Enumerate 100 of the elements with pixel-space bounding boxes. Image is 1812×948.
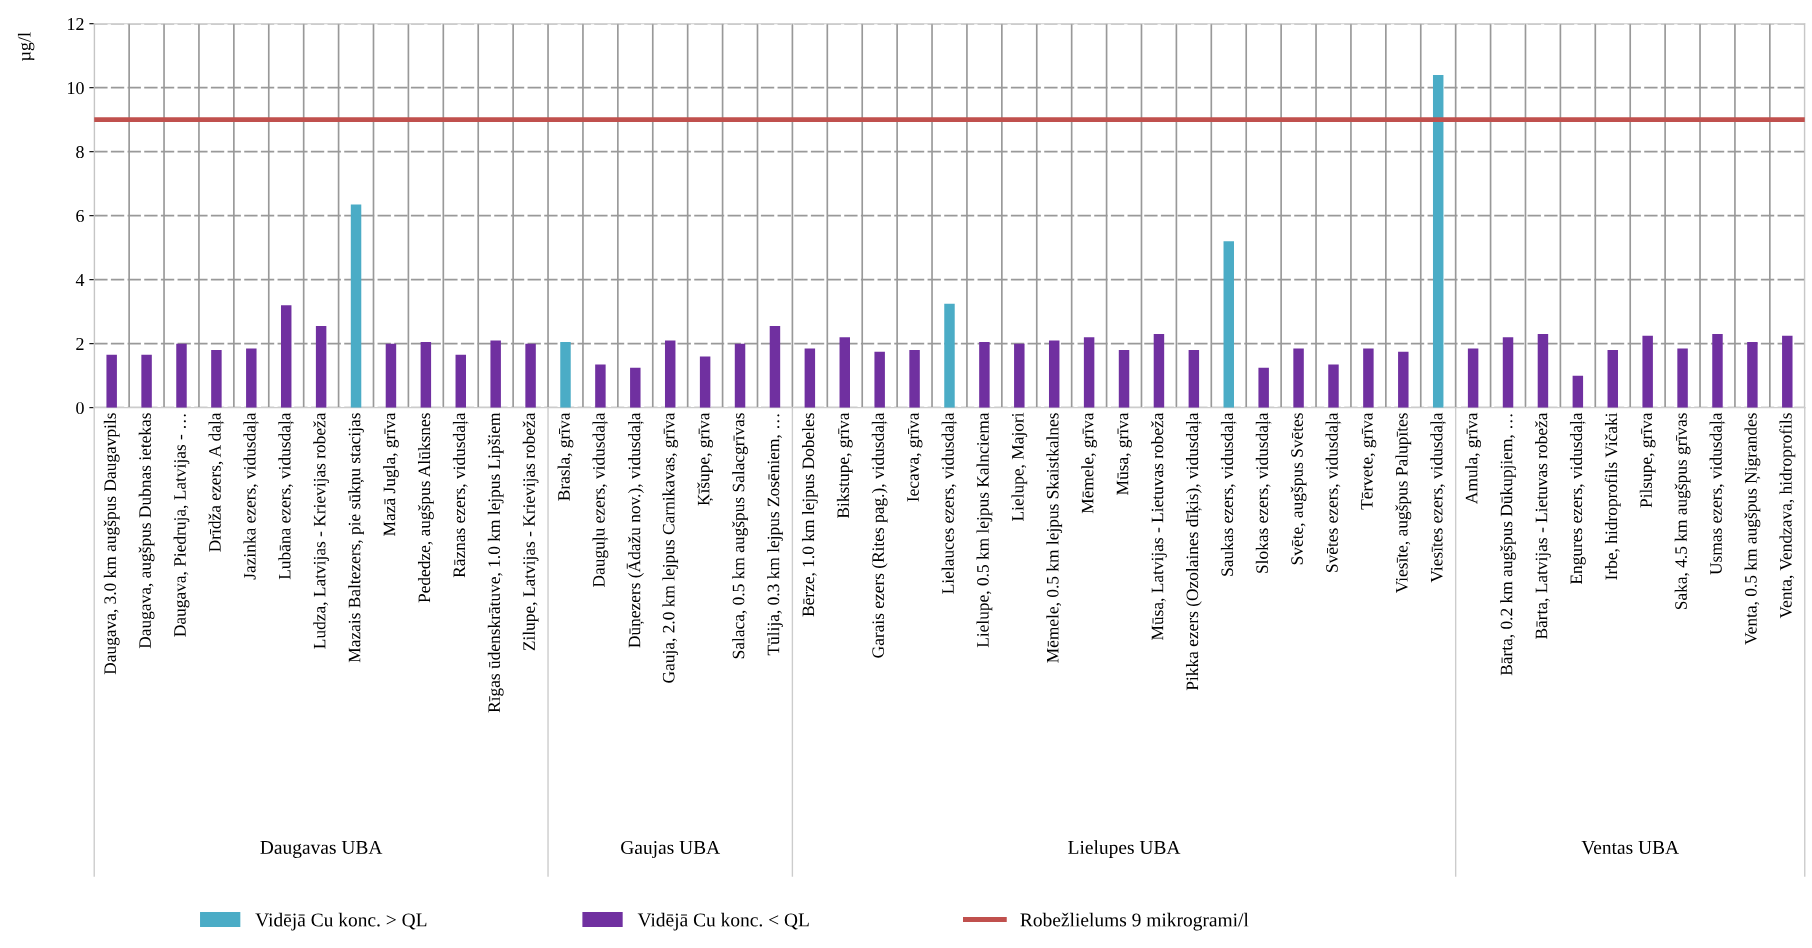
y-tick-label: 0 xyxy=(76,401,84,415)
bar xyxy=(1048,340,1060,408)
x-tick-label: Bārta, 0.2 km augšpus Dūkupjiem, … xyxy=(1500,414,1516,676)
x-tick-label: Drīdža ezers, A daļa xyxy=(208,412,225,552)
x-tick-label: Tērvete, grīva xyxy=(1361,412,1377,510)
bar xyxy=(246,348,257,408)
x-tick-label: Jazinka ezers, vidusdaļa xyxy=(243,412,260,580)
x-tick-label: Mazais Baltezers, pie sūkņu stacijas xyxy=(348,413,364,663)
x-tick-label: Brasla, grīva xyxy=(557,412,574,501)
bar xyxy=(490,340,501,408)
bar xyxy=(1153,334,1165,408)
legend-label: Robežlielums 9 mikrogrami/l xyxy=(1020,912,1249,931)
x-tick-label: Bikstupe, grīva xyxy=(836,412,853,519)
bar xyxy=(211,350,222,408)
x-tick-label: Usmas ezers, vidusdaļa xyxy=(1709,412,1726,575)
x-tick-label: Tūlija, 0.3 km lejpus Zosēniem, … xyxy=(767,414,783,656)
x-tick-label: Amula, grīva xyxy=(1465,412,1482,504)
x-tick-label: Svētes ezers, vidusdaļa xyxy=(1325,412,1342,572)
x-tick-label: Ludza, Latvijas - Krievijas robeža xyxy=(313,412,330,649)
x-tick-label: Pikka ezers (Ozolaines dīķis), vidusdaļa xyxy=(1185,412,1202,691)
bar xyxy=(1223,241,1234,408)
x-tick-label: Mūsa, grīva xyxy=(1116,412,1132,495)
y-tick-label: 10 xyxy=(68,81,84,95)
bar xyxy=(1258,367,1269,408)
x-tick-label: Iecava, grīva xyxy=(907,412,923,502)
bar xyxy=(1083,337,1095,408)
bar xyxy=(630,367,641,408)
x-tick-label: Salaca, 0.5 km augšpus Salacgrīvas xyxy=(732,413,748,659)
bar xyxy=(979,342,990,408)
x-tick-label: Lielupe, Majori xyxy=(1011,412,1028,521)
bar xyxy=(1642,335,1653,408)
bar xyxy=(1398,351,1409,408)
bar xyxy=(734,343,746,408)
bar xyxy=(1677,348,1688,408)
bar xyxy=(560,342,571,408)
y-tick-label: 2 xyxy=(76,337,84,350)
x-tick-label: Rāznas ezers, vidusdaļa xyxy=(452,412,469,578)
bar xyxy=(595,364,606,408)
x-tick-label: Dūņezers (Ādažu nov.), vidusdaļa xyxy=(626,412,644,648)
bar xyxy=(141,354,152,408)
x-tick-label: Viesītes ezers, vidusdaļa xyxy=(1430,412,1447,583)
x-tick-label: Daugava, 3.0 km augšpus Daugavpils xyxy=(103,413,120,675)
bar xyxy=(839,337,850,408)
x-tick-label: Venta, Vendzava, hidroprofils xyxy=(1779,413,1796,619)
bar xyxy=(1502,337,1514,408)
legend-label: Vidējā Cu konc. > QL xyxy=(255,912,427,931)
x-tick-label: Saukas ezers, vidusdaļa xyxy=(1220,412,1237,576)
bar xyxy=(769,326,781,408)
bar xyxy=(1188,350,1200,408)
x-tick-label: Irbe, hidroprofils Vičaki xyxy=(1604,412,1621,580)
bar xyxy=(1467,348,1479,408)
bar xyxy=(944,303,955,408)
text: Ventas UBA xyxy=(1581,841,1679,855)
x-tick-label: Saka, 4.5 km augšpus grīvas xyxy=(1674,413,1691,610)
bar xyxy=(1328,364,1339,408)
bar xyxy=(1432,74,1444,408)
bar xyxy=(1572,375,1584,408)
x-tick-label: Mazā Jugla, grīva xyxy=(383,412,399,536)
bar xyxy=(280,305,292,408)
legend-label: Vidējā Cu konc. < QL xyxy=(637,912,809,931)
x-tick-label: Daugava, Piedruja, Latvijas - … xyxy=(173,414,190,637)
bar xyxy=(1782,335,1793,408)
x-tick-label: Garais ezers (Rites pag.), vidusdaļa xyxy=(871,412,888,658)
x-tick-label: Viesīte, augšpus Palupītes xyxy=(1395,413,1412,594)
x-tick-label: Mēmele, grīva xyxy=(1081,412,1098,514)
x-tick-label: Lubāna ezers, vidusdaļa xyxy=(278,412,295,580)
x-tick-label: Ķīšupe, grīva xyxy=(697,412,714,506)
bar xyxy=(1293,348,1304,408)
x-tick-label: Bārta, Latvijas - Lietuvas robeža xyxy=(1535,412,1551,640)
bar xyxy=(1118,350,1130,408)
x-tick-label: Venta, 0.5 km augšpus Ņigrandes xyxy=(1744,413,1761,645)
bar xyxy=(909,350,920,408)
text: Daugavas UBA xyxy=(260,840,383,858)
bar xyxy=(176,343,187,408)
x-tick-label: Zilupe, Latvijas - Krievijas robeža xyxy=(522,412,539,651)
x-tick-label: Engures ezers, vidusdaļa xyxy=(1569,412,1586,585)
y-tick-label: 12 xyxy=(68,18,84,30)
bar xyxy=(1712,334,1723,408)
x-tick-label: Gauja, 2.0 km lejpus Carnikavas, grīva xyxy=(662,412,679,683)
bar xyxy=(1363,348,1374,408)
text: Lielupes UBA xyxy=(1068,840,1181,858)
bar xyxy=(664,340,676,408)
bar xyxy=(1747,342,1758,408)
x-tick-label: Svēte, augšpus Svētes xyxy=(1290,413,1307,565)
bar xyxy=(350,204,362,408)
bar xyxy=(420,342,432,408)
bar xyxy=(874,351,885,408)
y-tick-label: 8 xyxy=(76,145,84,159)
x-tick-label: Mūsa, Latvijas - Lietuvas robeža xyxy=(1151,412,1167,641)
bar xyxy=(385,343,397,408)
bar xyxy=(699,356,711,408)
bar xyxy=(1014,343,1025,408)
x-tick-label: Lielauces ezers, vidusdaļa xyxy=(941,412,958,594)
y-tick-label: 6 xyxy=(76,209,84,223)
x-tick-label: Slokas ezers, vidusdaļa xyxy=(1255,412,1272,573)
x-tick-label: Pilsupe, grīva xyxy=(1639,412,1656,508)
bar xyxy=(804,348,816,408)
y-tick-label: 4 xyxy=(75,274,85,286)
x-tick-label: Daugava, augšpus Dubnas ietekas xyxy=(138,413,155,649)
x-tick-label: Rīgas ūdenskrātuve, 1.0 km lejpus Lipšiem xyxy=(487,412,504,713)
